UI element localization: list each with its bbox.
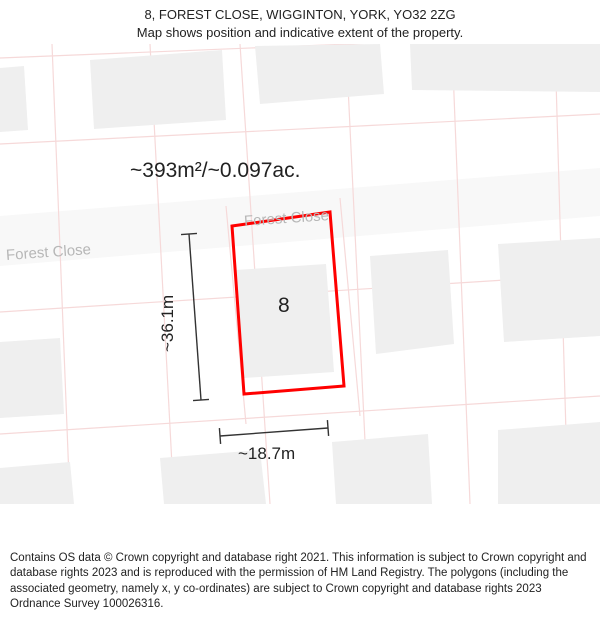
width-label: ~18.7m [238,444,295,464]
map-svg [0,44,600,504]
height-label: ~36.1m [158,295,178,352]
area-label: ~393m²/~0.097ac. [130,159,300,183]
map-canvas: ~393m²/~0.097ac. 8 ~36.1m ~18.7m Forest … [0,44,600,504]
copyright-footer: Contains OS data © Crown copyright and d… [0,543,600,625]
plot-number: 8 [278,294,290,318]
page-subtitle: Map shows position and indicative extent… [10,24,590,42]
page-title: 8, FOREST CLOSE, WIGGINTON, YORK, YO32 2… [10,6,590,24]
